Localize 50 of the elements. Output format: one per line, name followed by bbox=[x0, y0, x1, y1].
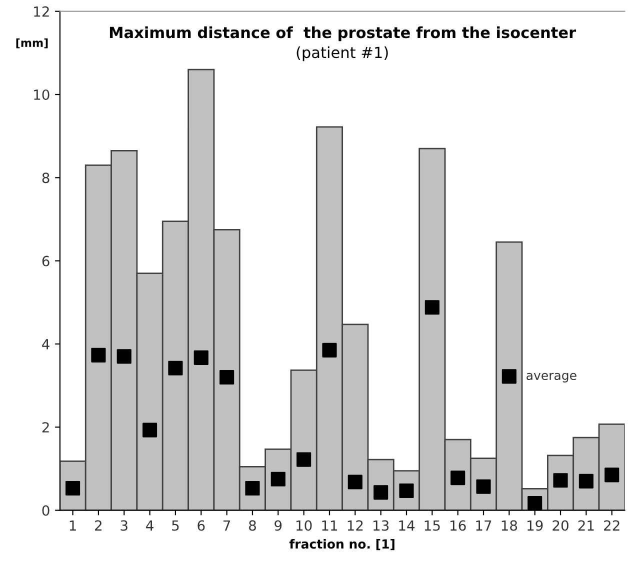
point bbox=[450, 470, 466, 486]
x-tick-label: 11 bbox=[322, 520, 338, 531]
y-tick-label: 0 bbox=[42, 505, 50, 516]
x-tick-label: 10 bbox=[296, 520, 312, 531]
x-tick-label: 17 bbox=[476, 520, 492, 531]
point bbox=[91, 348, 106, 362]
text: (patient #1) bbox=[296, 46, 388, 62]
x-tick-label: 15 bbox=[424, 520, 440, 531]
annotation: average bbox=[526, 372, 576, 382]
text: Maximum distance of the prostate from the isocenter bbox=[110, 26, 576, 42]
y-tick-label: 6 bbox=[42, 256, 50, 266]
y-axis-title: [mm] bbox=[16, 38, 48, 48]
x-tick-label: 8 bbox=[248, 520, 256, 531]
x-tick-label: 4 bbox=[146, 520, 154, 531]
point bbox=[578, 474, 594, 488]
x-tick-label: 9 bbox=[274, 520, 282, 531]
x-tick-label: 1 bbox=[70, 520, 76, 531]
point bbox=[142, 422, 158, 438]
x-tick-label: 12 bbox=[348, 520, 363, 531]
point bbox=[220, 370, 234, 385]
x-tick-label: 22 bbox=[604, 520, 620, 531]
x-tick-label: 7 bbox=[224, 520, 230, 531]
point bbox=[348, 474, 362, 490]
x-tick-label: 2 bbox=[95, 520, 102, 531]
x-tick-label: 3 bbox=[120, 520, 128, 531]
x-axis-title: fraction no. [1] bbox=[289, 539, 394, 550]
y-tick-label: 10 bbox=[34, 89, 50, 100]
x-tick-label: 19 bbox=[528, 520, 543, 531]
point bbox=[424, 300, 440, 315]
point bbox=[194, 350, 208, 365]
point bbox=[502, 369, 516, 384]
point bbox=[604, 468, 620, 482]
point bbox=[296, 452, 312, 467]
x-tick-label: 13 bbox=[374, 520, 389, 531]
y-tick-label: 12 bbox=[34, 6, 49, 17]
point bbox=[322, 342, 337, 358]
x-tick-label: 21 bbox=[578, 520, 594, 531]
y-tick-label: 4 bbox=[42, 339, 50, 350]
x-tick-label: 5 bbox=[172, 520, 179, 531]
point bbox=[116, 349, 132, 364]
y-tick-label: 8 bbox=[42, 172, 50, 184]
point bbox=[374, 485, 388, 500]
x-tick-label: 6 bbox=[198, 520, 205, 531]
x-tick-label: 16 bbox=[450, 520, 466, 531]
x-tick-label: 20 bbox=[552, 520, 568, 531]
x-tick-label: 14 bbox=[399, 520, 415, 531]
point bbox=[270, 472, 286, 486]
x-tick-label: 18 bbox=[502, 520, 518, 531]
y-tick-label: 2 bbox=[42, 422, 49, 432]
point bbox=[168, 360, 183, 376]
